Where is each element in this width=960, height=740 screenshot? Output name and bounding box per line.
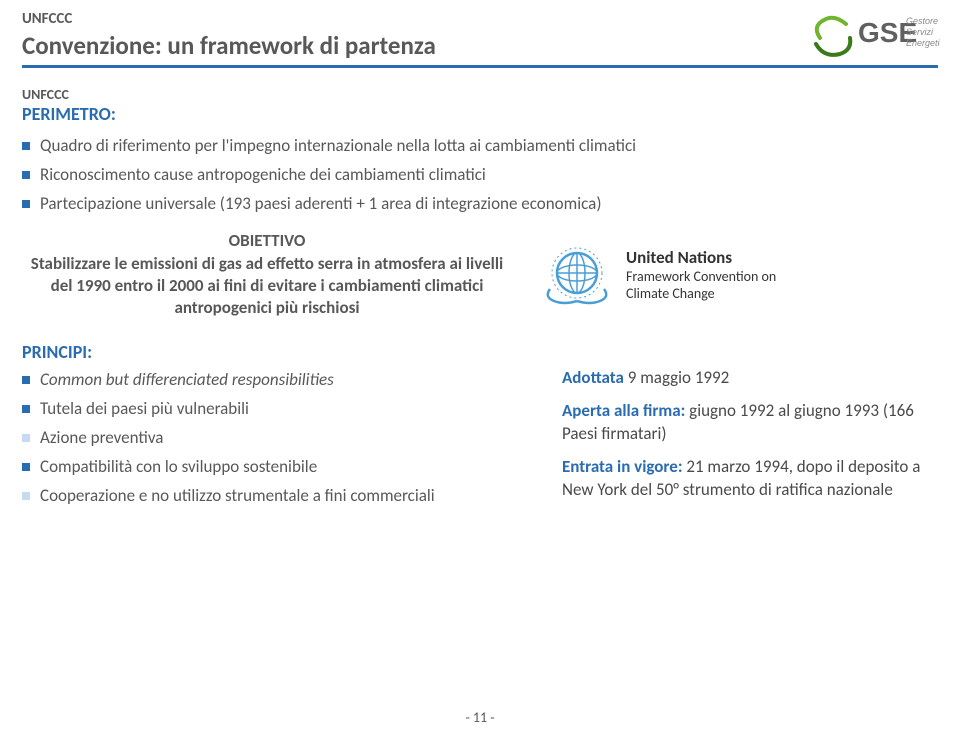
facts-block: Adottata 9 maggio 1992 Aperta alla firma… [562, 341, 922, 512]
perimetro-heading: PERIMETRO: [22, 103, 938, 125]
fact-keyword: Aperta alla firma: [562, 400, 685, 421]
section-pretitle: UNFCCC [22, 86, 938, 103]
lower-row: PRINCIPI: Common but differenciated resp… [22, 341, 938, 522]
principi-item: Azione preventiva [22, 427, 562, 450]
principi-list: Common but differenciated responsibiliti… [22, 369, 562, 508]
perimetro-item: Partecipazione universale (193 paesi ade… [22, 193, 938, 216]
un-line1: United Nations [626, 247, 776, 268]
obiettivo-text: Stabilizzare le emissioni di gas ad effe… [22, 253, 512, 319]
obiettivo-title: OBIETTIVO [22, 230, 512, 251]
fact-keyword: Entrata in vigore: [562, 456, 683, 477]
title-rule [22, 65, 938, 68]
perimetro-item: Riconoscimento cause antropogeniche dei … [22, 164, 938, 187]
gse-logo: GSE Gestore Servizi Energetici [810, 8, 940, 75]
pretitle: UNFCCC [22, 10, 938, 28]
fact-vigore: Entrata in vigore: 21 marzo 1994, dopo i… [562, 456, 922, 502]
perimetro-list: Quadro di riferimento per l'impegno inte… [22, 135, 938, 216]
un-line3: Climate Change [626, 285, 776, 302]
fact-adottata: Adottata 9 maggio 1992 [562, 367, 922, 390]
obiettivo-box: OBIETTIVO Stabilizzare le emissioni di g… [22, 230, 512, 319]
svg-text:Energetici: Energetici [906, 38, 940, 48]
un-line2: Framework Convention on [626, 268, 776, 285]
principi-item: Tutela dei paesi più vulnerabili [22, 398, 562, 421]
principi-item: Common but differenciated responsibiliti… [22, 369, 562, 392]
page-number: - 11 - [0, 709, 960, 726]
principi-item: Compatibilità con lo sviluppo sostenibil… [22, 456, 562, 479]
un-text-block: United Nations Framework Convention on C… [626, 247, 776, 302]
unfccc-logo-block: United Nations Framework Convention on C… [542, 241, 776, 307]
principi-heading: PRINCIPI: [22, 341, 562, 363]
svg-text:Servizi: Servizi [906, 27, 934, 37]
un-emblem-icon [542, 241, 612, 307]
fact-rest: 9 maggio 1992 [624, 367, 729, 388]
fact-keyword: Adottata [562, 367, 624, 388]
page-title: Convenzione: un framework di partenza [22, 30, 938, 61]
obiettivo-row: OBIETTIVO Stabilizzare le emissioni di g… [22, 230, 938, 319]
principi-item: Cooperazione e no utilizzo strumentale a… [22, 485, 562, 508]
fact-aperta: Aperta alla firma: giugno 1992 al giugno… [562, 400, 922, 446]
principi-block: PRINCIPI: Common but differenciated resp… [22, 341, 562, 522]
svg-text:Gestore: Gestore [906, 16, 938, 26]
perimetro-item: Quadro di riferimento per l'impegno inte… [22, 135, 938, 158]
slide-page: GSE Gestore Servizi Energetici UNFCCC Co… [0, 0, 960, 740]
